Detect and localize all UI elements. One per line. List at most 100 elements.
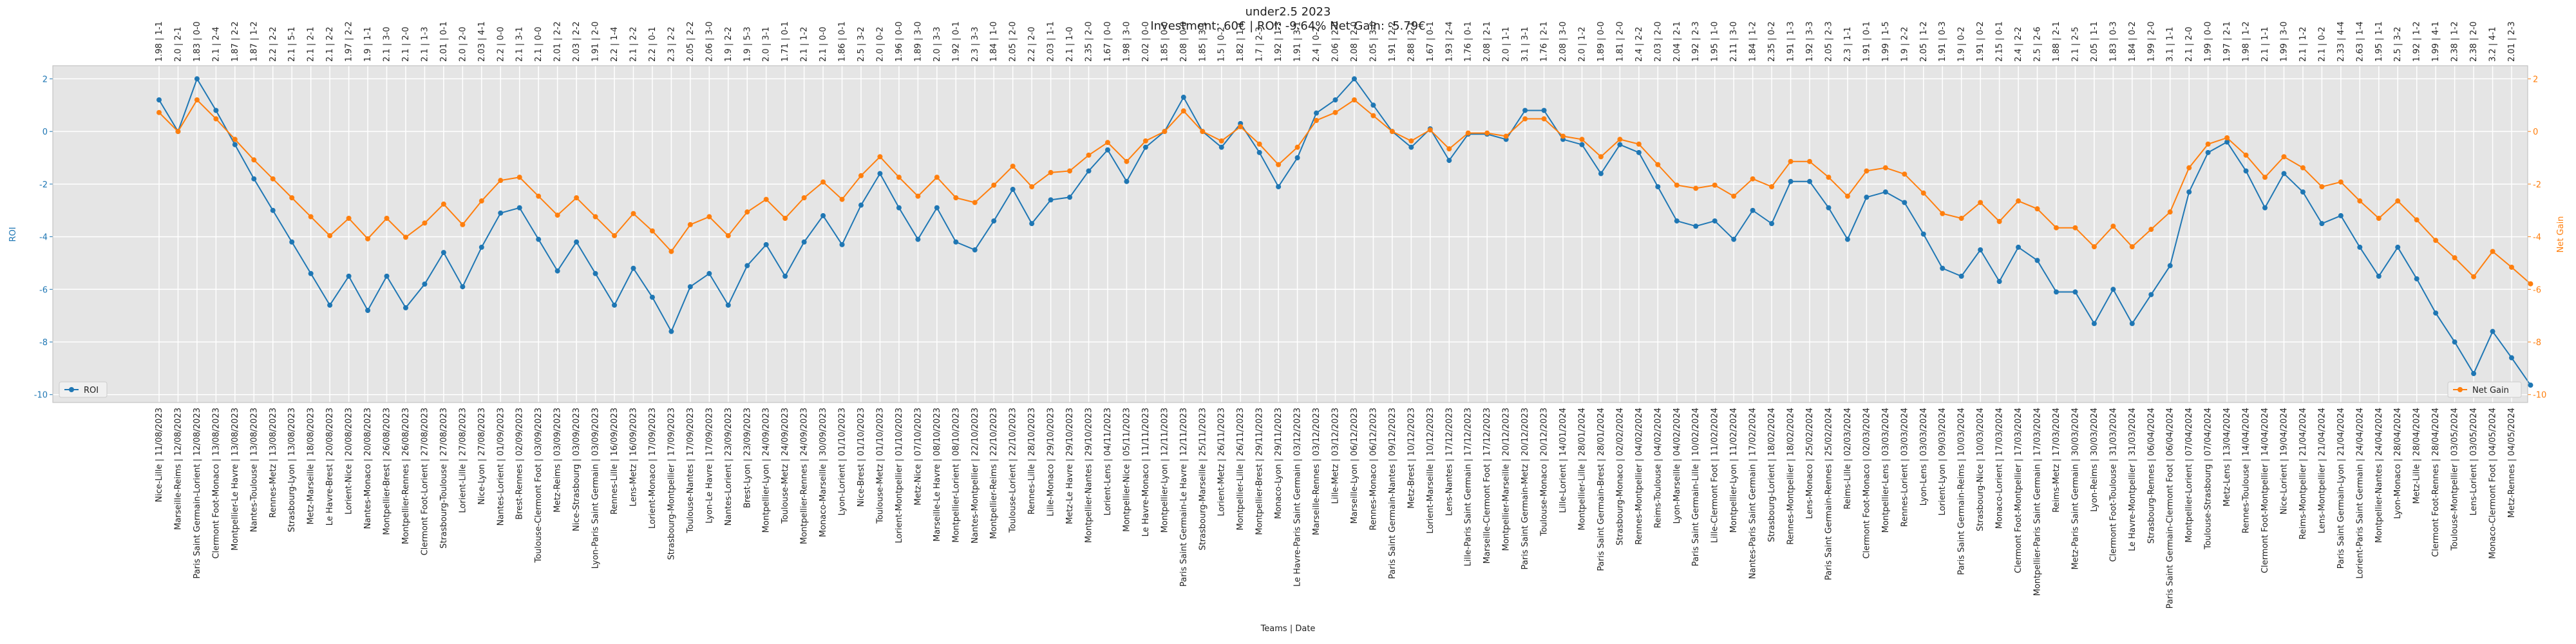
top-tick-label: 1.95 | 1-0 <box>1710 21 1720 62</box>
x-tick-label: Toulouse-Nantes | 17/09/2023 <box>686 408 696 534</box>
x-tick-label: Montpellier-Rennes | 24/09/2023 <box>800 408 810 544</box>
top-tick-label: 2.38 | 2-0 <box>2469 21 2479 62</box>
top-tick-label: 2.2 | 0-0 <box>496 26 506 62</box>
x-tick-label: Lens-Nantes | 17/12/2023 <box>1444 408 1454 516</box>
data-point <box>346 215 352 221</box>
plot-frame <box>52 65 2528 403</box>
top-tick-label: 3.1 | 1-1 <box>2166 26 2175 62</box>
data-point <box>2129 321 2135 327</box>
data-point <box>1048 169 1054 175</box>
top-tick-label: 2.06 | 3-0 <box>705 21 714 62</box>
data-point <box>687 222 693 227</box>
data-point <box>422 281 428 287</box>
x-tick-label: Toulouse-Metz | 24/09/2023 <box>781 408 790 524</box>
data-point <box>384 273 390 279</box>
data-point <box>1180 108 1186 114</box>
x-tick-label: Montpellier-Rennes | 26/08/2023 <box>401 408 411 544</box>
data-point <box>839 196 845 202</box>
data-point <box>1826 205 1832 211</box>
x-tick-label: Reims-Lille | 02/03/2024 <box>1843 408 1853 509</box>
data-point <box>175 129 181 135</box>
data-point <box>2072 289 2078 295</box>
data-point <box>440 250 446 256</box>
y-axis-label: ROI <box>8 227 18 242</box>
data-point <box>2110 223 2116 229</box>
top-tick-label: 1.9 | 0-2 <box>1957 26 1967 62</box>
data-point <box>1636 141 1642 147</box>
top-tick-label: 2.05 | 1-1 <box>2090 21 2099 62</box>
data-point <box>1541 108 1547 113</box>
top-tick-label: 2.03 | 2-0 <box>1653 21 1663 62</box>
x-tick-label: Strasbourg-Marseille | 25/11/2023 <box>1198 408 1208 551</box>
data-point <box>2243 168 2249 174</box>
x-tick-label: Montpellier-Marseille | 20/12/2023 <box>1502 408 1511 551</box>
x-tick-label: Lyon-Paris Saint Germain | 03/09/2023 <box>591 408 601 569</box>
data-point <box>1731 193 1737 199</box>
x-axis-label: Teams | Date <box>1260 624 1316 634</box>
x-tick-label: Paris Saint Germain-Clermont Foot | 06/0… <box>2166 408 2175 609</box>
data-point <box>2186 189 2192 195</box>
x-tick-label: Lorient-Monaco | 17/09/2023 <box>648 408 658 529</box>
x-tick-label: Metz-Rennes | 04/05/2024 <box>2507 408 2517 518</box>
data-point <box>2300 165 2306 171</box>
x-tick-label: Monaco-Lyon | 29/11/2023 <box>1274 408 1283 519</box>
top-tick-label: 2.2 | 0-1 <box>648 26 658 62</box>
x-tick-label: Rennes-Toulouse | 14/04/2024 <box>2242 408 2251 533</box>
data-point <box>972 247 978 253</box>
top-tick-label: 1.86 | 0-1 <box>838 21 848 62</box>
data-point <box>1200 129 1206 135</box>
x-tick-label: Nantes-Lorient | 01/09/2023 <box>496 408 506 526</box>
data-point <box>687 284 693 290</box>
top-tick-label: 2.88 | 2-1 <box>1406 21 1416 62</box>
top-tick-label: 1.99 | 3-0 <box>2279 21 2289 62</box>
x-tick-label: Lorient-Nice | 20/08/2023 <box>345 408 354 515</box>
top-tick-label: 1.92 | 0-1 <box>951 21 961 62</box>
y-tick-label: 2 <box>43 75 48 84</box>
data-point <box>612 302 618 308</box>
x-tick-label: Nice-Lille | 11/08/2023 <box>155 408 164 502</box>
data-point <box>1124 178 1130 184</box>
data-point <box>498 178 504 184</box>
data-point <box>839 242 845 247</box>
data-point <box>649 294 655 300</box>
x-tick-label: Rennes-Lille | 28/10/2023 <box>1027 408 1037 515</box>
top-tick-label: 2.1 | 3-0 <box>383 26 392 62</box>
x-tick-label: Brest-Lyon | 23/09/2023 <box>743 408 752 508</box>
data-point <box>327 232 333 238</box>
data-point <box>289 239 295 245</box>
data-point <box>1750 176 1756 182</box>
data-point <box>1579 142 1585 147</box>
x-tick-label: Marseille-Rennes | 03/12/2023 <box>1312 408 1321 535</box>
x-tick-label: Lyon-Marseille | 04/02/2024 <box>1672 408 1682 524</box>
data-point <box>1218 144 1224 150</box>
data-point <box>1712 182 1718 188</box>
data-point <box>592 214 598 220</box>
x-tick-label: Clermont Foot-Monaco | 02/03/2024 <box>1862 408 1871 559</box>
top-tick-label: 1.85 | 3-1 <box>1198 21 1208 62</box>
data-point <box>706 214 712 220</box>
x-tick-label: Montpellier-Lille | 26/11/2023 <box>1236 408 1245 530</box>
top-tick-label: 2.3 | 3-3 <box>971 26 980 62</box>
y2-tick-label: -10 <box>2533 391 2546 401</box>
data-point <box>896 205 902 211</box>
top-tick-label: 2.05 | 3-0 <box>1368 21 1378 62</box>
top-tick-label: 1.99 | 4-1 <box>2431 21 2441 62</box>
x-tick-label: Lyon-Reims | 30/03/2024 <box>2090 408 2099 512</box>
top-tick-label: 1.91 | 0-1 <box>1862 21 1871 62</box>
x-tick-label: Toulouse-Clermont Foot | 03/09/2023 <box>534 408 544 564</box>
x-tick-label: Lorient-Lille | 27/08/2023 <box>458 408 468 513</box>
chart-title: under2.5 2023 <box>1245 5 1331 19</box>
data-point <box>516 205 522 211</box>
data-point <box>630 211 636 216</box>
x-tick-label: Lorient-Metz | 26/11/2023 <box>1217 408 1227 516</box>
data-point <box>2186 165 2192 171</box>
x-tick-label: Rennes-Montpellier | 04/02/2024 <box>1634 408 1644 545</box>
top-tick-label: 2.1 | 3-1 <box>515 26 525 62</box>
top-tick-label: 1.98 | 1-1 <box>155 21 164 62</box>
top-tick-label: 2.5 | 3-2 <box>857 26 866 62</box>
top-tick-label: 1.99 | 1-5 <box>1881 21 1891 62</box>
data-point <box>460 284 466 290</box>
data-point <box>630 265 636 271</box>
data-point <box>1617 142 1623 147</box>
top-tick-label: 2.1 | 2-2 <box>325 26 335 62</box>
